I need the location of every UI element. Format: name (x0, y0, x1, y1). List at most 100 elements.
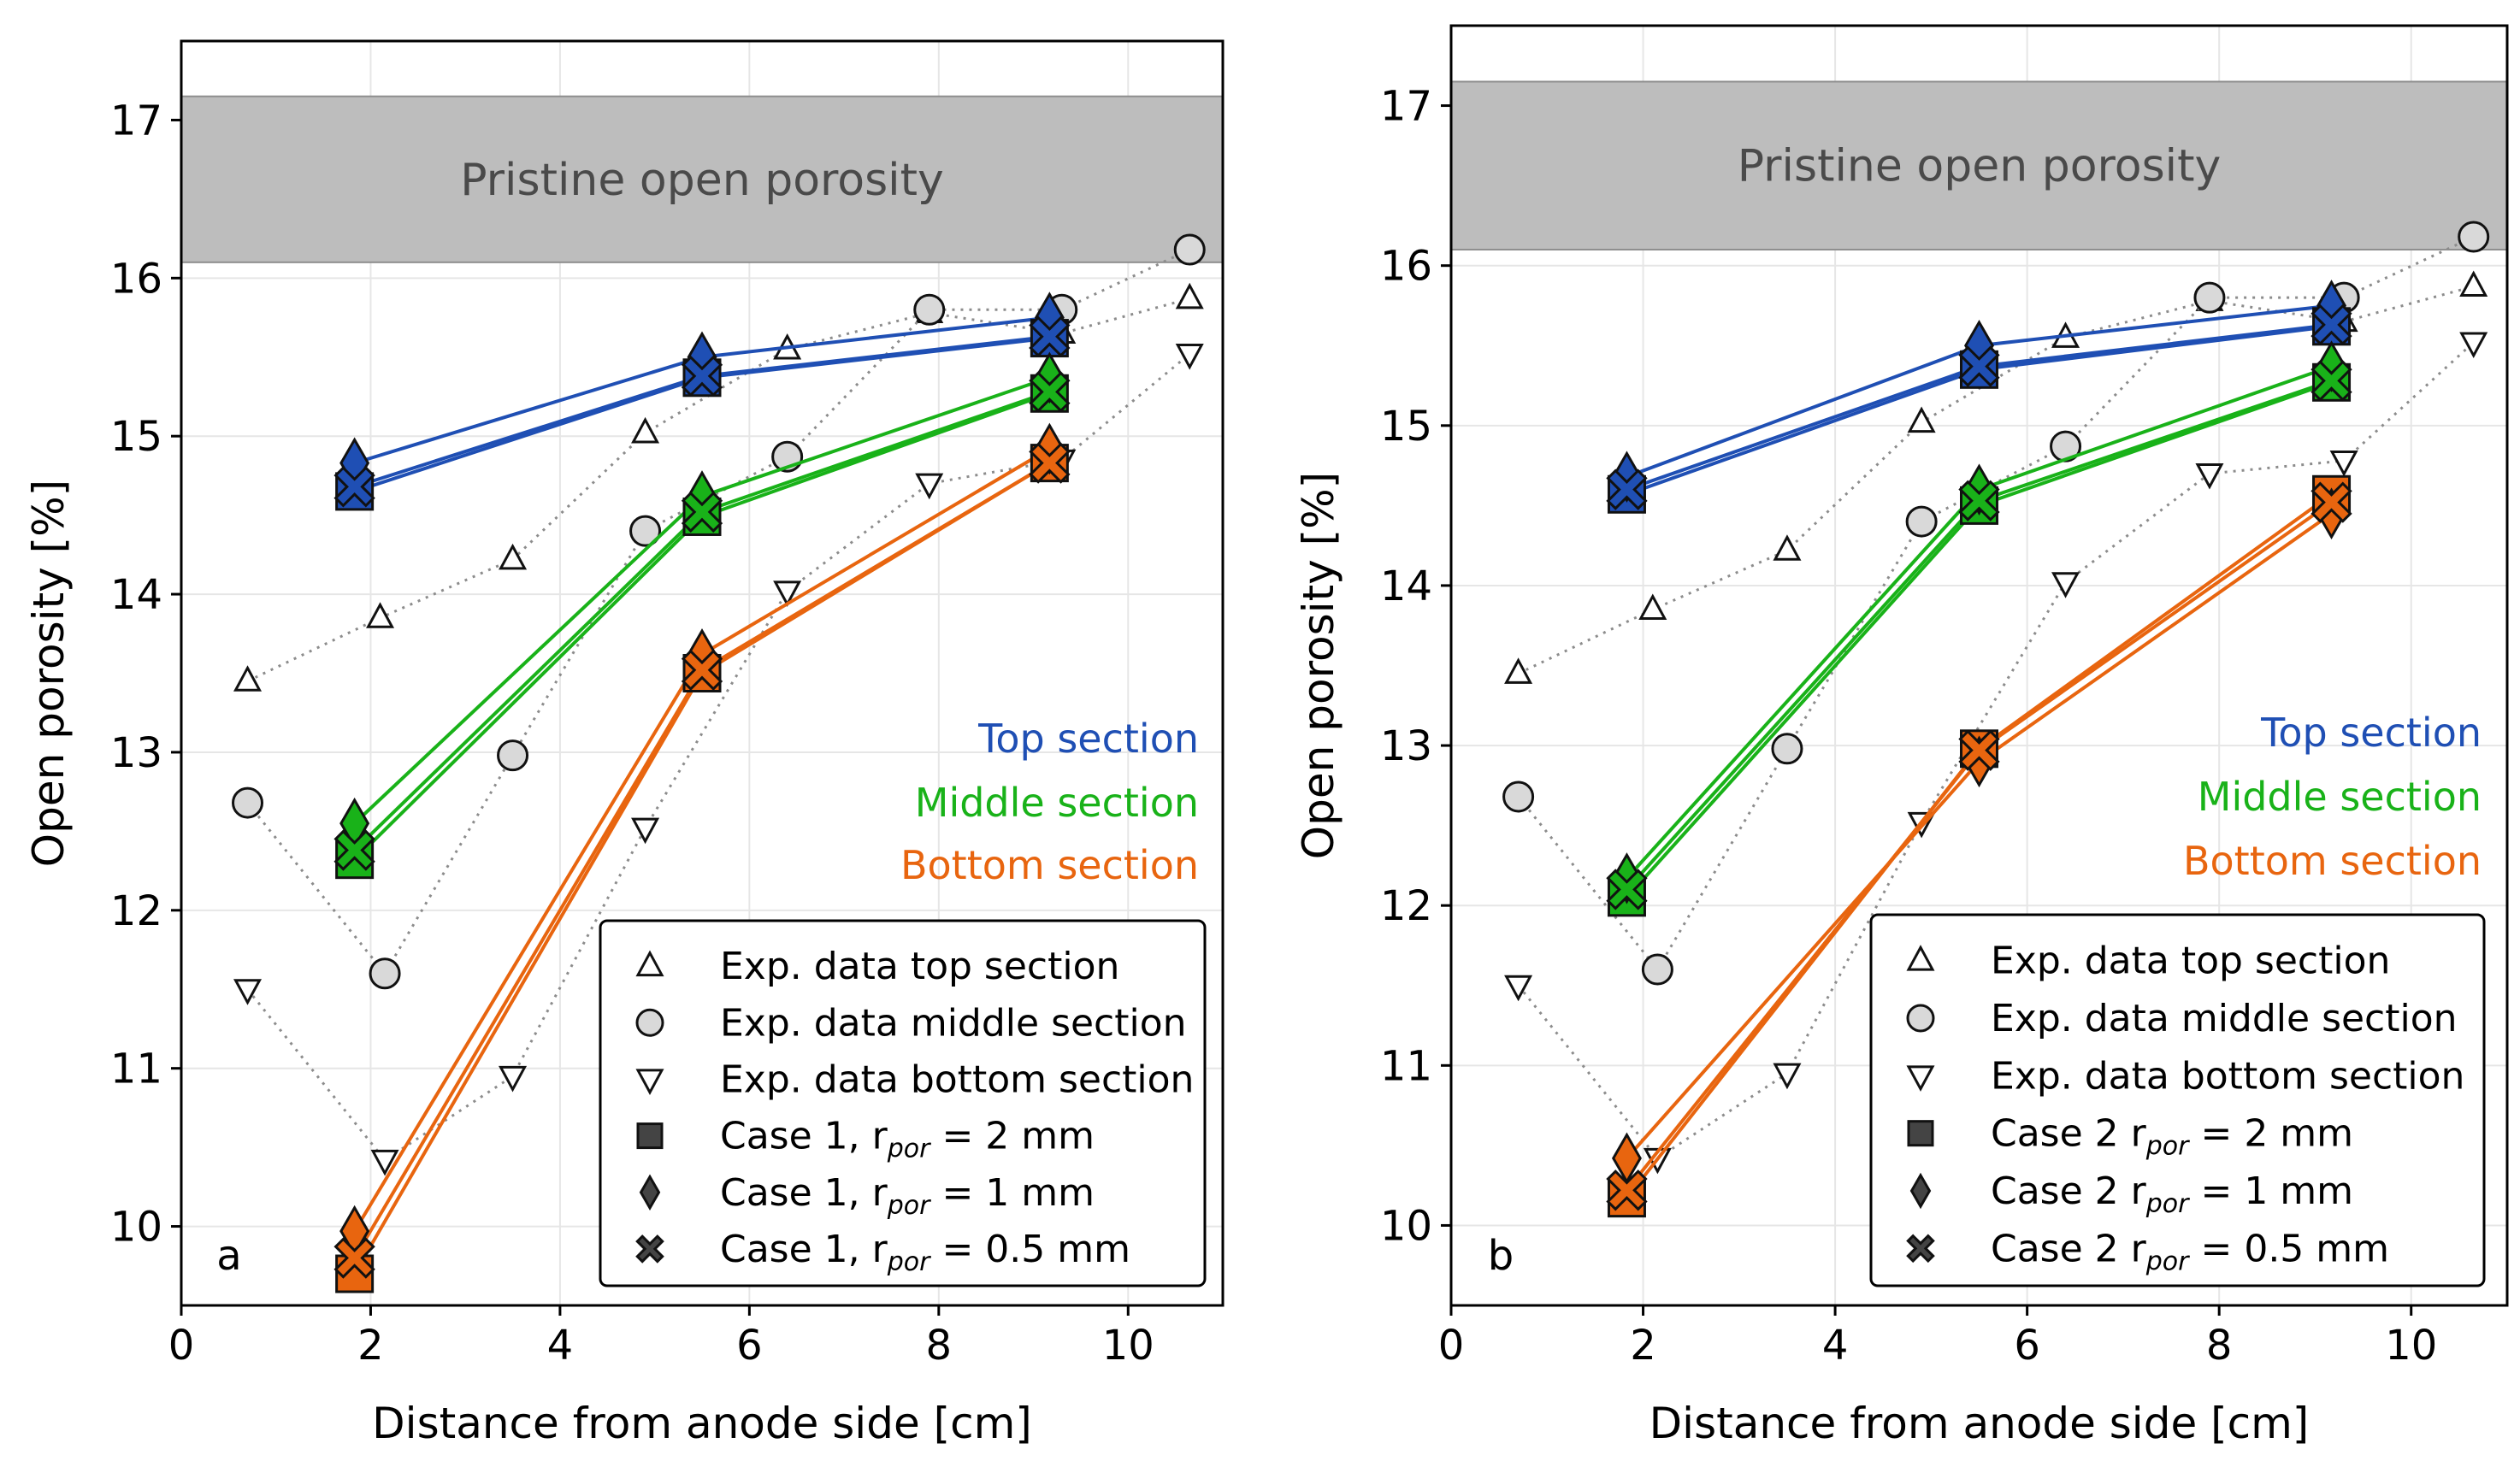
exp-point (1175, 282, 1204, 309)
x-tick-label: 2 (1630, 1322, 1656, 1370)
axes-frame (180, 39, 1225, 1307)
model-point-top-x (2310, 303, 2352, 346)
model-point-top-x (1029, 315, 1071, 357)
y-tick-label: 11 (1380, 1042, 1432, 1090)
legend-box (599, 919, 1207, 1287)
legend-label: Case 2 rpor = 1 mm (1991, 1169, 2353, 1219)
exp-point (370, 1149, 399, 1176)
model-point-middle-x (1606, 869, 1648, 910)
section-label-bottom: Bottom section (2183, 838, 2482, 884)
panel-letter: b (1488, 1232, 1514, 1280)
y-tick-label: 17 (110, 97, 162, 144)
legend-label: Exp. data middle section (720, 1001, 1187, 1045)
model-point-middle-x (681, 491, 723, 533)
exp-point (915, 473, 944, 500)
pristine-band-label: Pristine open porosity (460, 155, 944, 206)
model-point-top-x (333, 466, 375, 508)
exp-point (1638, 593, 1667, 621)
exp-point (773, 580, 802, 607)
model-point-top-x (1606, 468, 1648, 510)
exp-point (2195, 462, 2224, 490)
y-tick-label: 10 (1380, 1202, 1432, 1250)
exp-point (232, 786, 264, 819)
model-point-bottom-x (333, 1237, 375, 1279)
axes-frame (1449, 24, 2509, 1307)
exp-point (369, 957, 401, 990)
y-tick-label: 15 (1380, 403, 1432, 451)
y-tick-label: 12 (110, 887, 162, 935)
section-label-top: Top section (977, 716, 1199, 762)
x-tick-label: 4 (547, 1322, 574, 1370)
x-tick-label: 2 (357, 1322, 384, 1370)
model-point-top-x (1958, 345, 2000, 387)
exp-point (1641, 953, 1673, 986)
legend-box (1869, 913, 2486, 1287)
legend-marker-triangle-up (635, 950, 664, 977)
legend-marker-x (1906, 1234, 1935, 1264)
exp-point (1905, 505, 1938, 538)
x-tick-label: 10 (1102, 1322, 1154, 1370)
exp-point (2458, 221, 2490, 253)
x-tick-label: 4 (1822, 1322, 1849, 1370)
x-tick-label: 6 (736, 1322, 763, 1370)
x-tick-label: 10 (2385, 1322, 2437, 1370)
x-axis-label: Distance from anode side [cm] (1650, 1399, 2310, 1448)
legend-label: Case 1, rpor = 1 mm (720, 1171, 1095, 1221)
y-tick-label: 17 (1380, 83, 1432, 131)
exp-series-triangle-down (1504, 332, 2488, 1175)
legend-marker-triangle-down (1906, 1065, 1935, 1092)
legend-label: Case 2 rpor = 0.5 mm (1991, 1227, 2389, 1276)
y-tick-label: 10 (110, 1204, 162, 1252)
y-tick-label: 13 (110, 729, 162, 777)
legend-label: Exp. data bottom section (720, 1057, 1194, 1101)
y-tick-label: 16 (110, 255, 162, 303)
exp-point (1907, 406, 1936, 433)
model-point-bottom-x (2310, 481, 2352, 523)
exp-point (1773, 1063, 1802, 1090)
pristine-band (1450, 80, 2508, 250)
legend: Exp. data top section Exp. data middle se… (1869, 913, 2486, 1287)
legend-marker-diamond (639, 1174, 661, 1211)
legend: Exp. data top section Exp. data middle se… (599, 919, 1207, 1287)
x-tick-label: 8 (926, 1322, 953, 1370)
exp-point (1504, 975, 1533, 1002)
exp-point (1771, 733, 1803, 765)
legend-label: Exp. data top section (1991, 940, 2390, 983)
exp-series-triangle-down (233, 344, 1204, 1176)
pristine-band-label: Pristine open porosity (1738, 141, 2222, 192)
model-point-middle-x (333, 829, 375, 871)
model-point-bottom-x (1606, 1169, 1648, 1211)
legend-label: Case 1, rpor = 2 mm (720, 1115, 1095, 1164)
model-point-top-x (681, 355, 723, 398)
panel-a: Pristine open porosity 0 2 4 6 8 10 10 11 12 13 14 1… (24, 39, 1225, 1448)
exp-point (233, 979, 263, 1005)
legend-marker-square (1907, 1120, 1934, 1147)
exp-point (1502, 781, 1535, 813)
exp-point (497, 739, 529, 772)
legend-marker-diamond (1909, 1172, 1932, 1210)
exp-point (631, 416, 660, 444)
y-tick-label: 14 (1380, 563, 1432, 610)
x-axis-label: Distance from anode side [cm] (372, 1399, 1032, 1448)
model-point-bottom-x (1958, 729, 2000, 771)
legend-marker-circle (635, 1008, 664, 1037)
legend-label: Case 1, rpor = 0.5 mm (720, 1228, 1130, 1277)
section-label-bottom: Bottom section (900, 842, 1199, 888)
model-point-middle-x (1958, 480, 2000, 521)
exp-point (2459, 332, 2488, 359)
exp-point (499, 543, 528, 570)
exp-point (2459, 270, 2488, 298)
y-tick-label: 11 (110, 1046, 162, 1093)
legend-marker-triangle-down (635, 1069, 664, 1095)
legend-label: Case 2 rpor = 2 mm (1991, 1112, 2353, 1162)
exp-point (913, 293, 946, 326)
model-point-middle-x (1029, 371, 1071, 413)
pristine-band (180, 95, 1224, 263)
legend-label: Exp. data top section (720, 945, 1119, 988)
legend-marker-circle (1906, 1004, 1935, 1033)
exp-point (1173, 233, 1206, 266)
exp-point (2329, 450, 2358, 477)
exp-point (366, 602, 395, 628)
exp-point (629, 515, 662, 547)
